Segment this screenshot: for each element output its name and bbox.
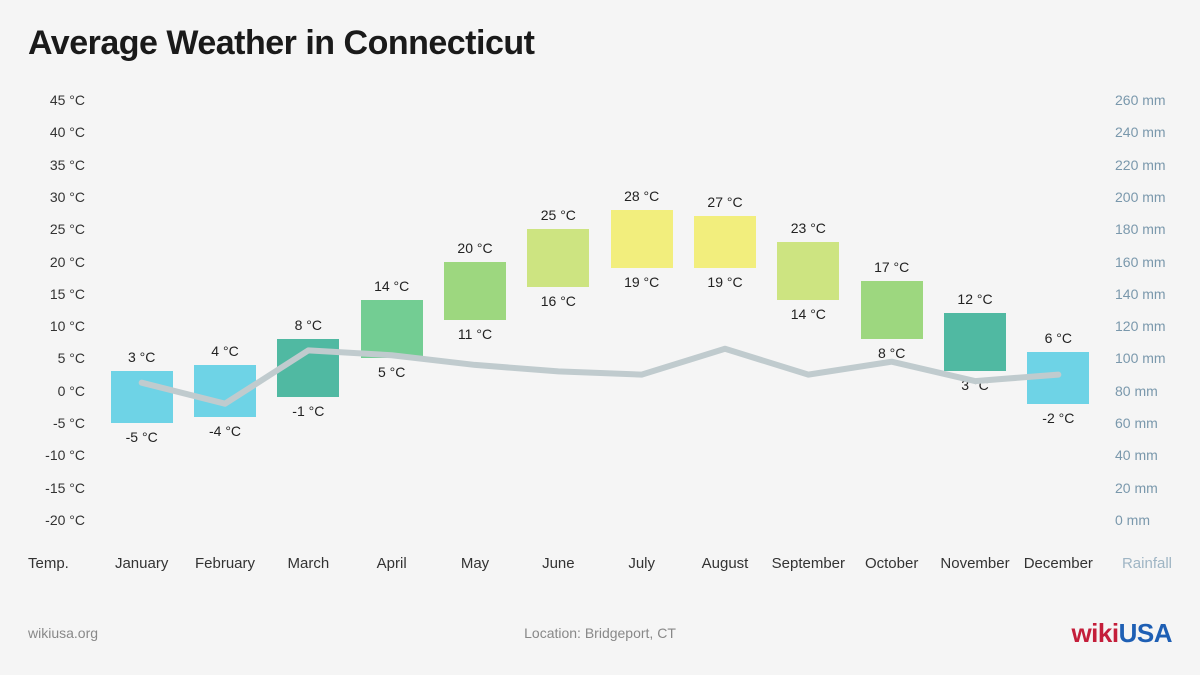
temperature-bar (527, 229, 589, 287)
right-tick: 260 mm (1115, 92, 1166, 108)
right-tick: 0 mm (1115, 512, 1150, 528)
temp-low-label: 5 °C (378, 364, 405, 380)
temperature-bar (444, 262, 506, 320)
left-tick: 45 °C (50, 92, 85, 108)
right-tick: 200 mm (1115, 189, 1166, 205)
temp-high-label: 25 °C (541, 207, 576, 223)
month-label: July (628, 555, 655, 572)
left-tick: 5 °C (58, 350, 85, 366)
weather-chart-container: Average Weather in Connecticut -20 °C -15… (0, 0, 1200, 675)
temperature-bar (694, 216, 756, 268)
right-axis-title: Rainfall (1122, 555, 1172, 572)
temperature-bar (611, 210, 673, 268)
temperature-bar (777, 242, 839, 300)
x-axis-months: January February March April May June July Augu… (100, 555, 1100, 585)
right-tick: 40 mm (1115, 447, 1158, 463)
month-label: May (461, 555, 489, 572)
logo-left: wiki (1071, 618, 1118, 648)
temperature-bar (1027, 352, 1089, 404)
y-axis-left-temperature: -20 °C-15 °C-10 °C-5 °C0 °C5 °C10 °C15 °… (0, 100, 95, 520)
left-tick: -10 °C (45, 447, 85, 463)
location-label: Location: Bridgeport, CT (524, 625, 676, 641)
temp-low-label: 11 °C (458, 326, 492, 342)
temp-low-label: -4 °C (209, 423, 241, 439)
left-tick: 25 °C (50, 221, 85, 237)
left-tick: 10 °C (50, 318, 85, 334)
left-tick: 40 °C (50, 124, 85, 140)
month-label: April (377, 555, 407, 572)
temperature-bar (194, 365, 256, 417)
right-tick: 180 mm (1115, 221, 1166, 237)
source-label: wikiusa.org (28, 625, 98, 641)
left-tick: 0 °C (58, 383, 85, 399)
temp-high-label: 17 °C (874, 259, 909, 275)
right-tick: 240 mm (1115, 124, 1166, 140)
temperature-bar (861, 281, 923, 339)
right-tick: 160 mm (1115, 254, 1166, 270)
right-tick: 80 mm (1115, 383, 1158, 399)
right-tick: 100 mm (1115, 350, 1166, 366)
temperature-bar (944, 313, 1006, 371)
month-label: June (542, 555, 575, 572)
temp-high-label: 14 °C (374, 278, 409, 294)
temp-low-label: 19 °C (707, 274, 742, 290)
month-label: September (772, 555, 845, 572)
temp-low-label: 19 °C (624, 274, 659, 290)
temp-high-label: 8 °C (295, 317, 322, 333)
right-tick: 60 mm (1115, 415, 1158, 431)
temp-low-label: -2 °C (1042, 410, 1074, 426)
logo: wikiUSA (1071, 618, 1172, 649)
chart-title: Average Weather in Connecticut (28, 24, 534, 63)
right-tick: 20 mm (1115, 480, 1158, 496)
temperature-bar (361, 300, 423, 358)
month-label: December (1024, 555, 1093, 572)
temp-high-label: 23 °C (791, 220, 826, 236)
temp-high-label: 20 °C (457, 240, 492, 256)
temp-high-label: 27 °C (707, 194, 742, 210)
temp-high-label: 6 °C (1045, 330, 1072, 346)
temp-low-label: -1 °C (292, 403, 324, 419)
right-tick: 120 mm (1115, 318, 1166, 334)
left-tick: -20 °C (45, 512, 85, 528)
left-axis-title: Temp. (28, 555, 69, 572)
temp-low-label: 14 °C (791, 306, 826, 322)
left-tick: 35 °C (50, 157, 85, 173)
right-tick: 220 mm (1115, 157, 1166, 173)
month-label: March (287, 555, 329, 572)
left-tick: -5 °C (53, 415, 85, 431)
month-label: February (195, 555, 255, 572)
temperature-bar (111, 371, 173, 423)
left-tick: -15 °C (45, 480, 85, 496)
month-label: January (115, 555, 168, 572)
temp-high-label: 12 °C (957, 291, 992, 307)
temp-high-label: 28 °C (624, 188, 659, 204)
temp-high-label: 4 °C (211, 343, 238, 359)
left-tick: 30 °C (50, 189, 85, 205)
month-label: August (702, 555, 749, 572)
right-tick: 140 mm (1115, 286, 1166, 302)
left-tick: 15 °C (50, 286, 85, 302)
chart-plot-area: 3 °C -5 °C 4 °C -4 °C 8 °C -1 °C 14 °C 5 °C 20 °… (100, 100, 1100, 520)
temp-low-label: -5 °C (126, 429, 158, 445)
logo-right: USA (1119, 618, 1172, 648)
temp-low-label: 16 °C (541, 293, 576, 309)
temperature-bar (277, 339, 339, 397)
month-label: November (940, 555, 1009, 572)
temp-low-label: 8 °C (878, 345, 905, 361)
temp-low-label: 3 °C (961, 377, 988, 393)
temp-high-label: 3 °C (128, 349, 155, 365)
month-label: October (865, 555, 918, 572)
y-axis-right-rainfall: 0 mm20 mm40 mm60 mm80 mm100 mm120 mm140 … (1105, 100, 1200, 520)
left-tick: 20 °C (50, 254, 85, 270)
